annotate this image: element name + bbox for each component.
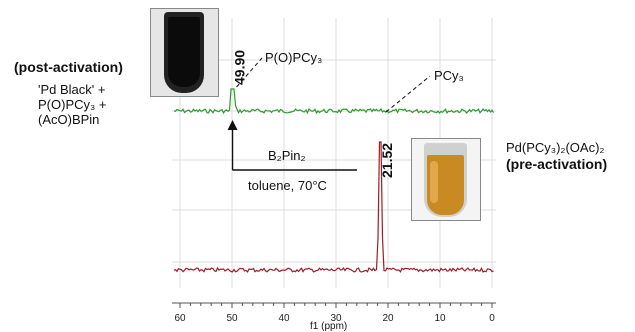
peak-49-assignment: P(O)PCy₃	[265, 50, 323, 65]
x-tick-label: 40	[278, 313, 290, 324]
x-tick-label: 50	[226, 313, 238, 324]
pre-activation-label: (pre-activation)	[506, 156, 608, 172]
post-activation-vial-photo	[150, 8, 219, 97]
peak-21-assignment: PCy₃	[434, 68, 464, 83]
x-tick-label: 20	[382, 313, 394, 324]
x-tick-label: 60	[174, 313, 186, 324]
post-activation-spectrum	[173, 88, 495, 115]
reaction-arrow-head	[227, 120, 238, 130]
peak-label-21-52: 21.52	[379, 143, 395, 178]
x-tick-label: 30	[330, 313, 342, 324]
peak-21-leader-line	[385, 75, 431, 113]
x-tick-label: 10	[434, 313, 446, 324]
pre-species-label: Pd(PCy₃)₂(OAc)₂	[506, 140, 605, 155]
pre-activation-spectrum	[173, 141, 494, 273]
post-activation-label: (post-activation)	[14, 59, 123, 75]
x-tick-label: 0	[489, 313, 495, 324]
pre-activation-vial-photo	[411, 138, 481, 221]
post-species-line-3: (AcO)BPin	[38, 112, 100, 127]
peak-label-49-90: 49.90	[232, 50, 248, 85]
x-axis-title: f1 (ppm)	[310, 321, 348, 332]
conditions-label: toluene, 70°C	[248, 178, 327, 193]
post-species-line-2: P(O)PCy₃ +	[38, 97, 107, 112]
post-species-line-1: 'Pd Black' +	[38, 82, 106, 97]
reagent-label: B₂Pin₂	[268, 148, 306, 163]
